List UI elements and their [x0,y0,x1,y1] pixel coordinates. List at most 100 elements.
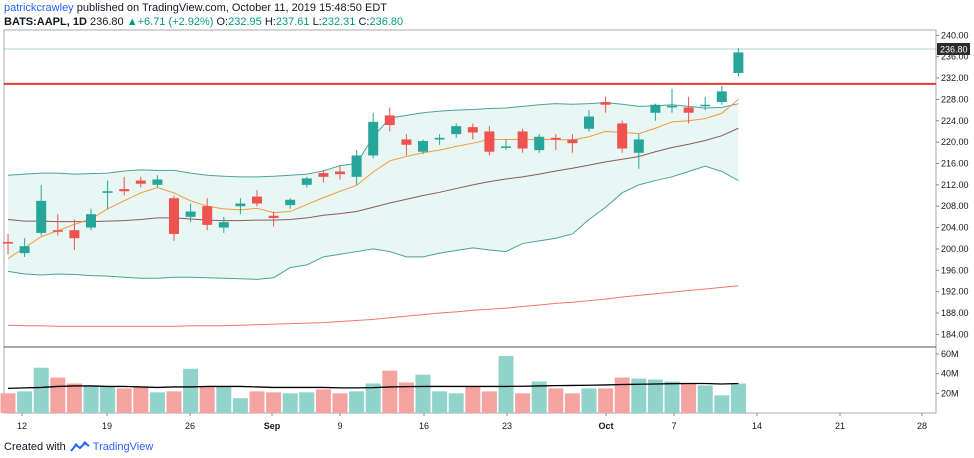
last-price: 236.80 [89,16,124,28]
price-tick-label: 196.00 [941,265,969,275]
candle-body [152,179,163,185]
volume-bar [216,386,232,413]
candle [451,123,462,138]
candle-body [467,127,478,133]
price-tick-label: 208.00 [941,201,969,211]
volume-series[interactable] [0,355,746,413]
candle [268,211,279,227]
candle [368,112,379,159]
candle [169,195,179,241]
volume-bar [448,393,464,413]
low-label: L: [312,16,322,28]
candle-body [351,155,362,177]
candle-body [368,121,379,156]
volume-bar [266,392,282,413]
candle-body [550,137,561,140]
volume-bar [133,387,149,413]
candle-body [235,203,246,207]
candle [501,139,511,151]
candle-body [135,180,146,184]
volume-bar [299,392,315,413]
candle [185,203,196,223]
price-tick-label: 224.00 [941,116,969,126]
band-lower-line [7,165,739,280]
candle-body [252,196,262,204]
candle-body [650,104,661,113]
price-tick-label: 220.00 [941,137,969,147]
price-tick-label: 184.00 [941,329,969,339]
time-tick-label: 12 [17,421,27,431]
volume-bar [581,388,597,413]
candle [36,184,47,236]
volume-bar [398,382,414,413]
low-value: 232.31 [321,16,356,28]
up-arrow-icon: ▲ [126,16,138,28]
candle-body [517,131,528,149]
candle [683,96,694,124]
price-tick-label: 232.00 [941,73,969,83]
volume-bar [149,392,165,413]
candle-body [716,91,727,103]
candle [318,169,329,183]
candle-body [401,139,412,145]
volume-bar [697,385,713,413]
volume-bar [166,391,182,413]
candle-body [600,102,611,105]
volume-tick-label: 40M [941,369,959,379]
price-tick-label: 192.00 [941,287,969,297]
candle [102,180,113,209]
candle [86,208,96,231]
price-tick-label: 204.00 [941,223,969,233]
tradingview-link[interactable]: TradingView [92,441,154,453]
candle [600,96,611,113]
time-tick-label: 19 [102,421,112,431]
volume-bar [17,391,33,413]
volume-bar [0,393,16,413]
candle [19,238,30,257]
candlestick-series[interactable] [3,48,744,257]
published-info: published on TradingView.com, October 11… [73,2,387,14]
candle [235,198,246,215]
time-tick-label: 23 [502,421,512,431]
candle [301,176,312,188]
ema-slow-line [7,285,739,327]
high-value: 237.61 [275,16,310,28]
candle [467,123,478,140]
volume-bar [365,383,381,413]
time-tick-label: 7 [671,421,676,431]
volume-bar [465,386,481,413]
time-tick-label: 9 [337,421,342,431]
candle-body [501,146,511,148]
candle-body [434,137,445,140]
volume-bar [349,391,365,413]
ema-fast-line [7,99,739,259]
symbol-label[interactable]: BATS:AAPL, 1D [4,16,87,28]
candle [567,134,578,153]
publisher-username[interactable]: patrickcrawley [4,2,74,14]
candle [550,134,561,151]
candle [617,120,628,153]
candle [418,139,428,154]
symbol-info-line: BATS:AAPL, 1D 236.80 ▲+6.71 (+2.92%) O:2… [4,16,403,28]
candle [534,134,545,153]
volume-bar [116,388,132,413]
price-tick-label: 240.00 [941,30,969,40]
candle-body [733,52,744,73]
candle-body [169,198,179,234]
volume-bar [481,391,497,413]
volume-bar [100,386,116,413]
time-tick-label: 28 [917,421,927,431]
candle [351,150,362,185]
candle [700,96,711,111]
candle-body [567,139,578,144]
ema-mid-line [7,127,739,223]
candle-body [19,246,30,254]
last-price-label-bg [937,43,970,55]
time-tick-label: Sep [264,421,281,431]
time-tick-label: 26 [185,421,195,431]
volume-bar [432,391,448,413]
volume-bar [614,377,630,413]
candle-body [700,104,711,107]
candle [69,219,80,250]
